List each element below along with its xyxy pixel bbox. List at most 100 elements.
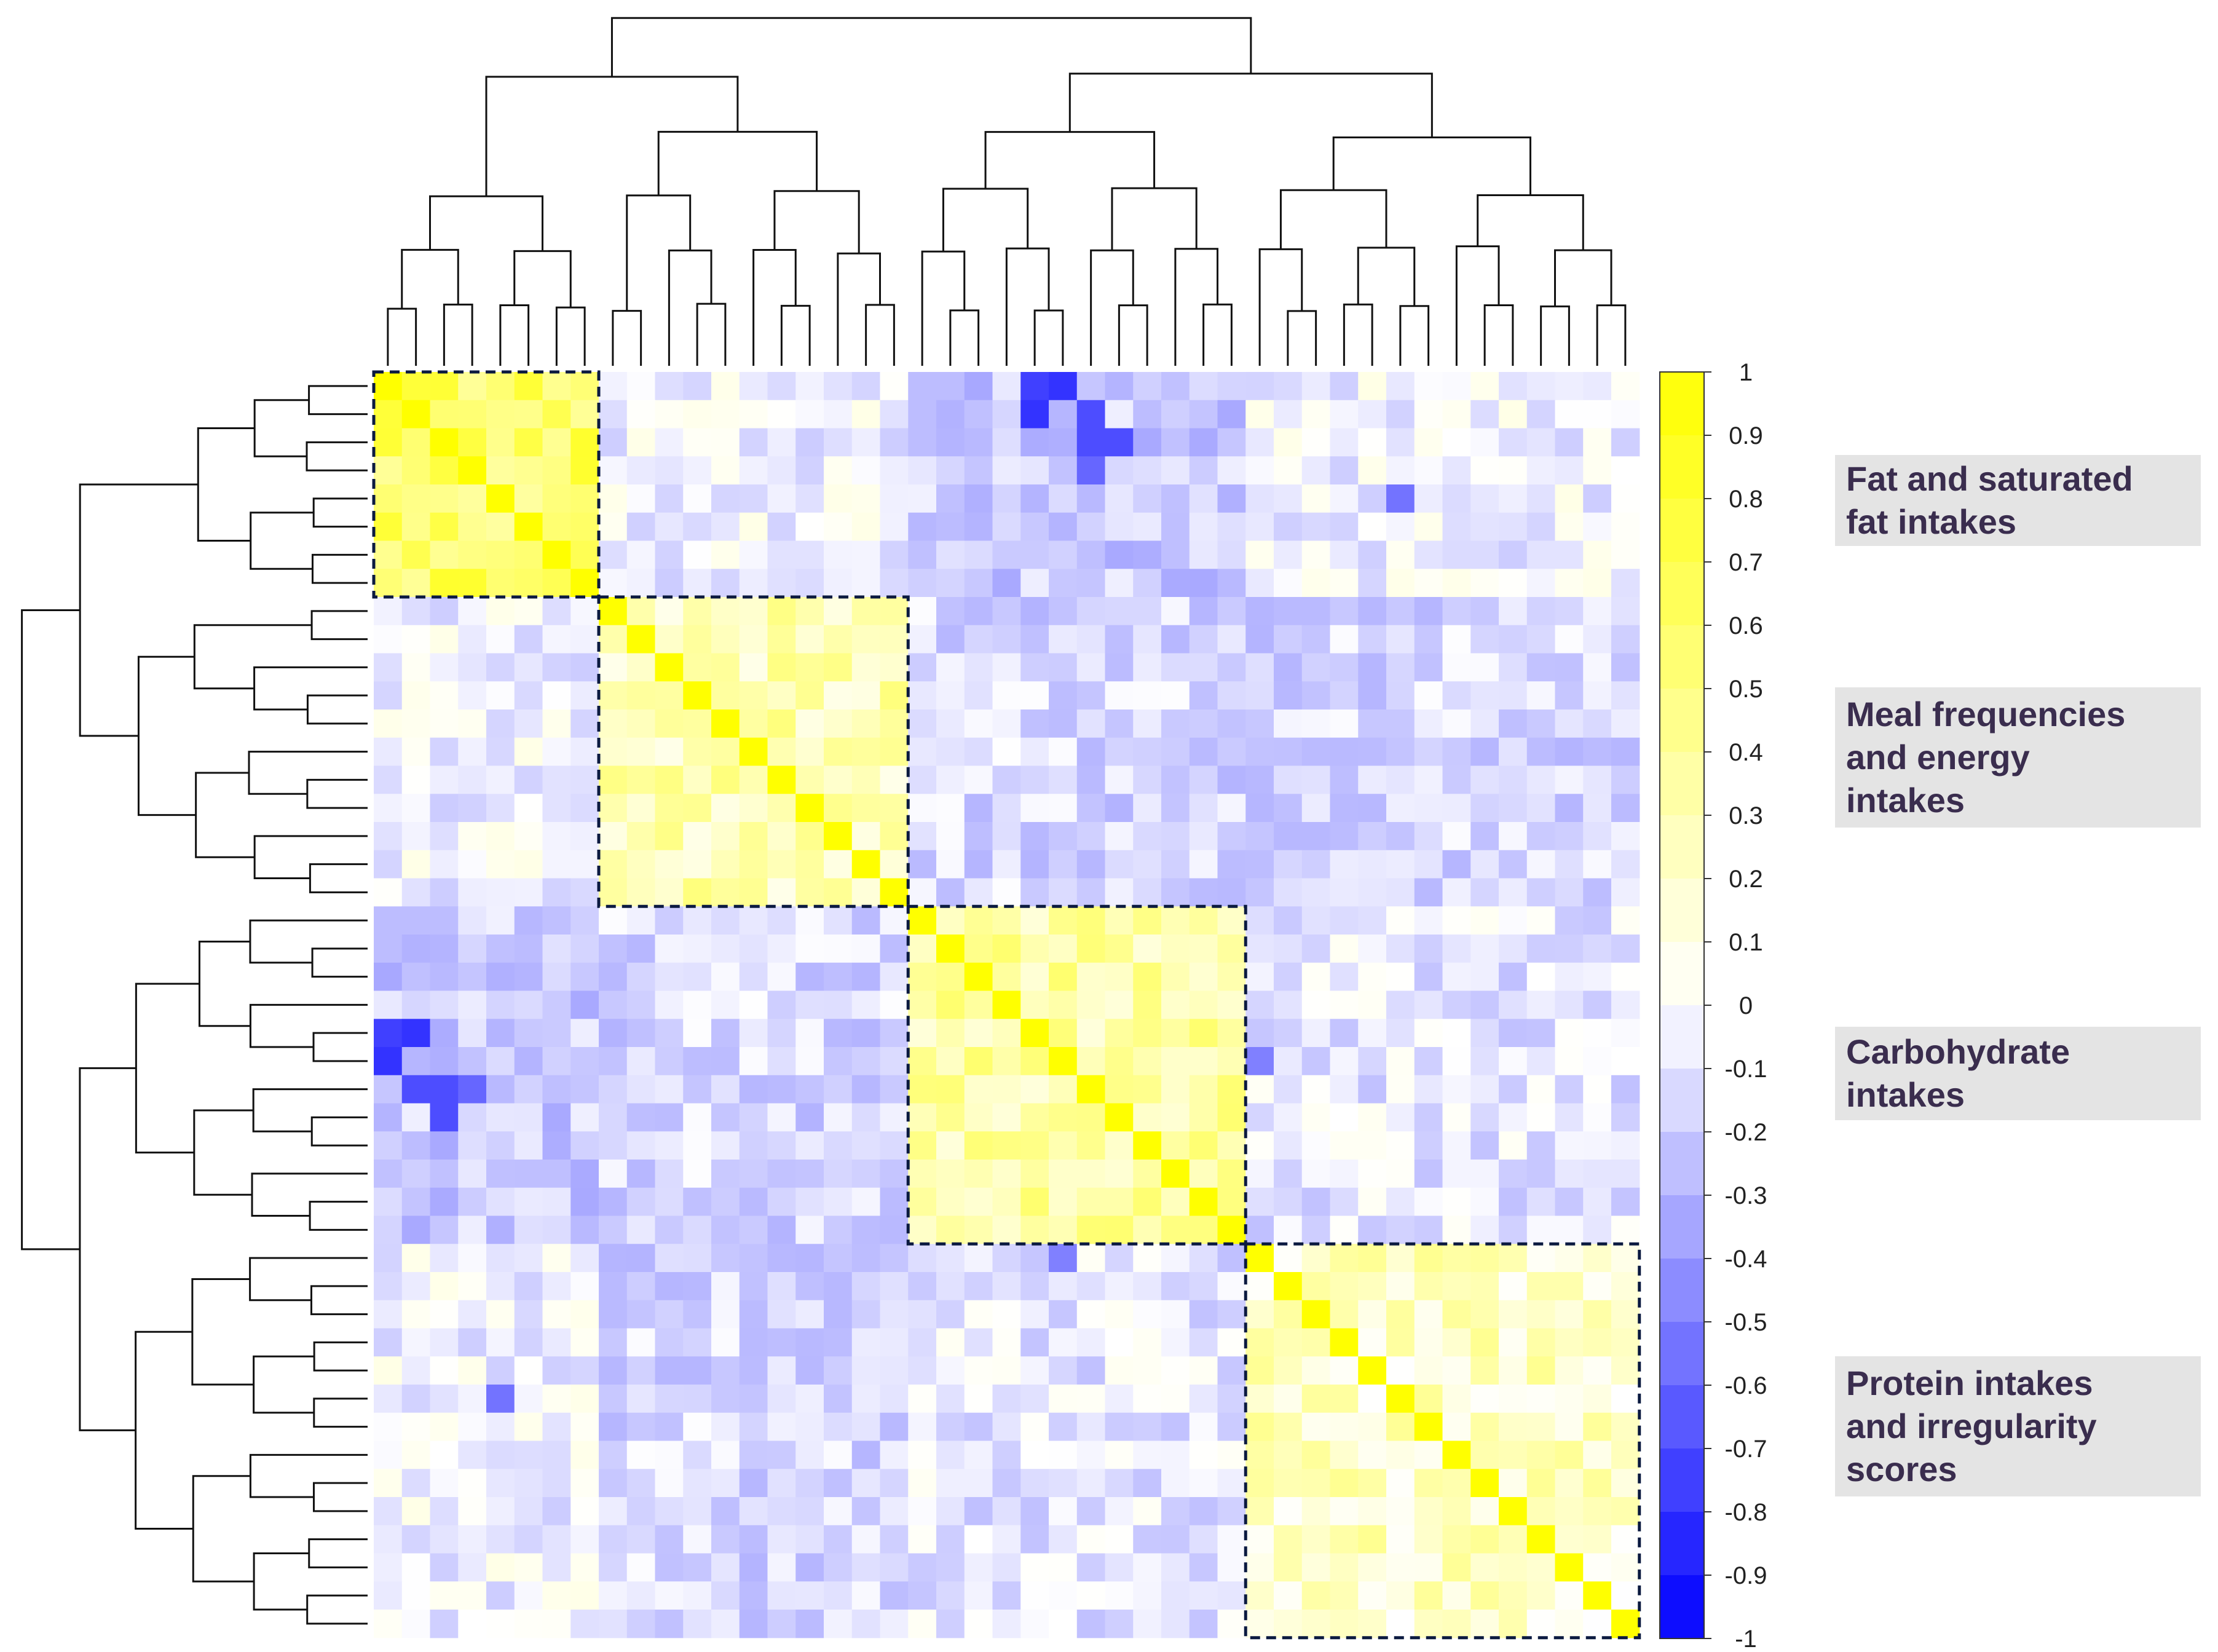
heatmap-cell [1442, 1385, 1471, 1413]
heatmap-cell [1583, 653, 1612, 682]
heatmap-cell [908, 1019, 937, 1048]
heatmap-cell [1555, 1497, 1584, 1526]
heatmap-cell [1161, 1525, 1190, 1554]
heatmap-cell [1499, 1553, 1528, 1582]
heatmap-cell [1217, 1610, 1246, 1638]
heatmap-cell [739, 1469, 768, 1498]
heatmap-cell [1583, 484, 1612, 513]
heatmap-cell [486, 1356, 515, 1385]
heatmap-cell [739, 822, 768, 851]
heatmap-cell [795, 428, 824, 457]
heatmap-cell [1133, 1525, 1162, 1554]
heatmap-cell [711, 625, 740, 654]
heatmap-cell [1274, 400, 1303, 429]
heatmap-cell [1274, 1525, 1303, 1554]
heatmap-cell [1301, 1497, 1331, 1526]
heatmap-cell [1245, 822, 1274, 851]
heatmap-cell [1274, 1244, 1303, 1273]
heatmap-cell [936, 1525, 965, 1554]
heatmap-cell [1583, 400, 1612, 429]
heatmap-cell [824, 1610, 853, 1638]
heatmap-cell [1274, 484, 1303, 513]
heatmap-cell [851, 1469, 881, 1498]
heatmap-cell [824, 1215, 853, 1244]
dendrogram-branch [191, 1278, 254, 1386]
heatmap-cell [570, 1300, 599, 1329]
heatmap-cell [1076, 597, 1106, 626]
dendrogram-branch [198, 940, 251, 1027]
heatmap-cell [1330, 1244, 1359, 1273]
heatmap-cell [1611, 456, 1640, 485]
heatmap-cell [626, 765, 656, 794]
heatmap-cell [1133, 1553, 1162, 1582]
heatmap-cell [1076, 1019, 1106, 1048]
heatmap-cell [824, 1385, 853, 1413]
cluster-box [597, 595, 910, 908]
heatmap-cell [655, 1244, 684, 1273]
heatmap-cell [1161, 1103, 1190, 1132]
heatmap-cell [1499, 540, 1528, 569]
heatmap-cell [683, 428, 712, 457]
heatmap-cell [430, 737, 459, 767]
heatmap-cell [1583, 1412, 1612, 1442]
heatmap-cell [767, 512, 796, 542]
heatmap-cell [908, 400, 937, 429]
heatmap-cell [1217, 935, 1246, 963]
heatmap-cell [851, 822, 881, 851]
heatmap-cell [1189, 1075, 1218, 1104]
heatmap-cell [626, 906, 656, 935]
heatmap-cell [626, 794, 656, 823]
heatmap-cell [542, 1553, 571, 1582]
heatmap-cell [1105, 1441, 1134, 1469]
heatmap-cell [570, 681, 599, 710]
heatmap-cell [570, 456, 599, 485]
heatmap-cell [936, 428, 965, 457]
heatmap-cell [1470, 1103, 1499, 1132]
heatmap-cell [374, 1300, 403, 1329]
heatmap-cell [1526, 1215, 1556, 1244]
heatmap-cell [1161, 428, 1190, 457]
heatmap-cell [542, 1469, 571, 1498]
heatmap-cell [964, 1581, 993, 1610]
heatmap-cell [992, 1553, 1021, 1582]
heatmap-cell [1442, 1047, 1471, 1076]
heatmap-cell [374, 1244, 403, 1273]
heatmap-cell [1049, 850, 1078, 879]
heatmap-cell [1611, 1469, 1640, 1498]
heatmap-cell [824, 1328, 853, 1357]
heatmap-cell [1189, 1525, 1218, 1554]
heatmap-cell [992, 484, 1021, 513]
heatmap-cell [1161, 935, 1190, 963]
heatmap-cell [1470, 372, 1499, 401]
heatmap-cell [1076, 1469, 1106, 1498]
heatmap-cell [739, 1356, 768, 1385]
heatmap-cell [1161, 794, 1190, 823]
heatmap-cell [458, 962, 487, 992]
heatmap-cell [964, 1610, 993, 1638]
heatmap-cell [655, 906, 684, 935]
heatmap-cell [1499, 709, 1528, 738]
heatmap-cell [1133, 935, 1162, 963]
heatmap-cell [514, 625, 543, 654]
heatmap-cell [1526, 1300, 1556, 1329]
heatmap-cell [1358, 1412, 1387, 1442]
heatmap-cell [795, 372, 824, 401]
heatmap-cell [992, 1525, 1021, 1554]
heatmap-cell [1414, 1244, 1443, 1273]
heatmap-cell [599, 1328, 628, 1357]
heatmap-cell [1076, 484, 1106, 513]
heatmap-cell [1301, 962, 1331, 992]
heatmap-cell [1189, 878, 1218, 907]
heatmap-cell [711, 597, 740, 626]
heatmap-cell [739, 540, 768, 569]
heatmap-cell [1049, 1385, 1078, 1413]
heatmap-cell [908, 1610, 937, 1638]
heatmap-cell [599, 372, 628, 401]
heatmap-cell [374, 794, 403, 823]
heatmap-cell [1105, 1385, 1134, 1413]
heatmap-cell [711, 990, 740, 1019]
heatmap-cell [964, 1356, 993, 1385]
heatmap-cell [851, 1272, 881, 1301]
heatmap-cell [486, 681, 515, 710]
heatmap-cell [936, 1047, 965, 1076]
